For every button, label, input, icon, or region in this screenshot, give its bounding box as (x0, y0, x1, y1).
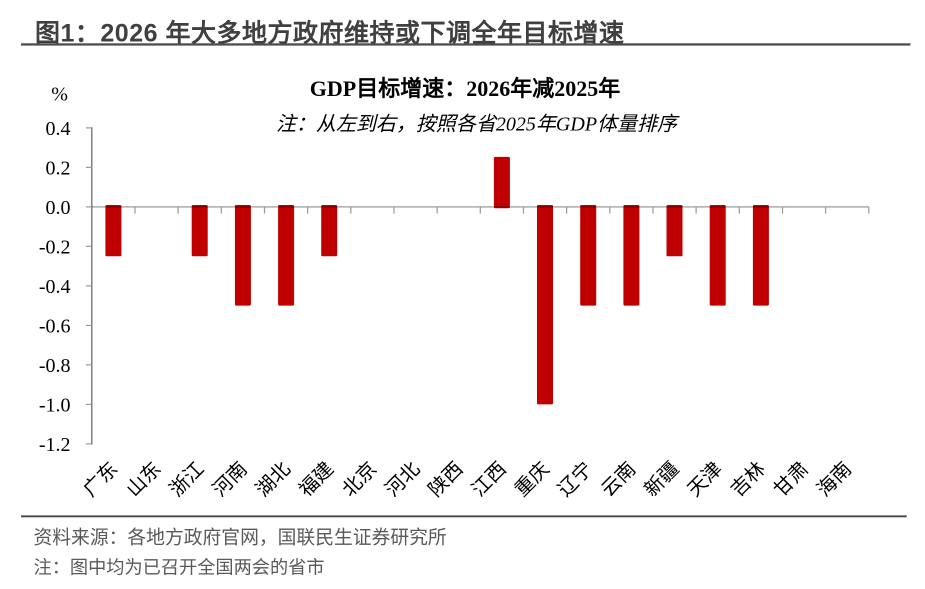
svg-text:0.0: 0.0 (46, 197, 71, 219)
svg-text:-1.0: -1.0 (39, 395, 71, 417)
svg-text:-1.2: -1.2 (39, 434, 71, 456)
svg-text:注：图中均为已召开全国两会的省市: 注：图中均为已召开全国两会的省市 (34, 558, 325, 578)
svg-text:0.4: 0.4 (46, 118, 71, 140)
svg-text:资料来源：各地方政府官网，国联民生证券研究所: 资料来源：各地方政府官网，国联民生证券研究所 (34, 527, 447, 548)
svg-text:%: % (51, 84, 68, 106)
svg-text:GDP目标增速：2026年减2025年: GDP目标增速：2026年减2025年 (310, 76, 620, 101)
svg-text:-0.8: -0.8 (39, 355, 71, 377)
svg-text:注：从左到右，按照各省2025年GDP体量排序: 注：从左到右，按照各省2025年GDP体量排序 (276, 113, 680, 135)
svg-text:-0.4: -0.4 (39, 276, 71, 298)
svg-text:-0.2: -0.2 (39, 237, 71, 259)
svg-text:图1：2026 年大多地方政府维持或下调全年目标增速: 图1：2026 年大多地方政府维持或下调全年目标增速 (35, 19, 624, 48)
svg-text:0.2: 0.2 (46, 158, 71, 180)
svg-text:-0.6: -0.6 (39, 316, 71, 338)
